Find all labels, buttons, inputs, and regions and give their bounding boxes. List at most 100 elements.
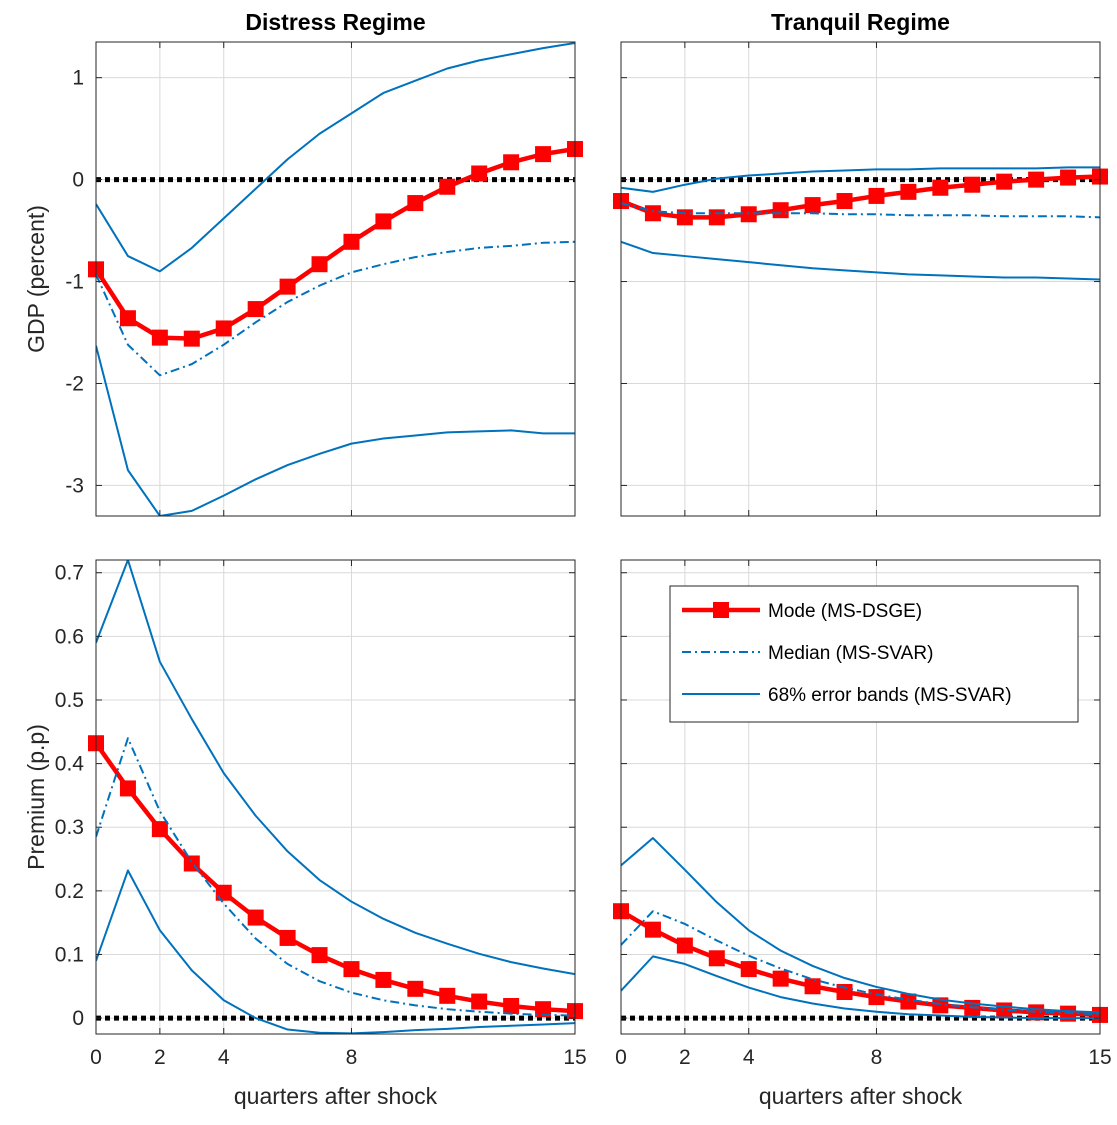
dsge-marker [375,213,392,230]
dsge-marker [644,205,661,222]
dsge-marker [119,780,136,797]
dsge-marker [996,173,1013,190]
dsge-marker [932,179,949,196]
dsge-marker [535,1001,552,1018]
dsge-marker [311,947,328,964]
y-tick-label: 0.5 [55,689,84,712]
legend-label: Mode (MS-DSGE) [768,601,922,622]
dsge-marker [772,202,789,219]
series-band-line [96,869,575,1034]
dsge-marker [1028,171,1045,188]
series-band-line [621,955,1100,1020]
y-tick-label: 0 [72,1007,84,1030]
panel-title: Distress Regime [245,9,425,35]
dsge-marker [503,998,520,1015]
dsge-marker [407,980,424,997]
dsge-marker [279,278,296,295]
legend-marker [713,602,729,618]
y-tick-label: 0.6 [55,625,84,648]
dsge-marker [247,909,264,926]
x-axis-label: quarters after shock [759,1083,963,1109]
dsge-marker [836,984,853,1001]
panel-title: Tranquil Regime [771,9,950,35]
series-dsge-line [621,174,1100,220]
dsge-marker [343,961,360,978]
dsge-marker [407,195,424,212]
dsge-marker [471,165,488,182]
panel-3: 0 0.1 0.2 0.3 0.4 0.5 0.6 0.7 0 2 4 8 15 quarters aft… [23,559,587,1109]
y-tick-label: -3 [65,474,84,497]
series-median-line [96,240,575,377]
dsge-marker [151,821,168,838]
y-tick-label: 0 [72,169,84,192]
dsge-marker [868,989,885,1006]
dsge-marker [119,310,136,327]
y-axis-label: Premium (p.p) [23,724,49,870]
series-band-line [621,240,1100,281]
y-axis-label: GDP (percent) [23,205,49,353]
y-tick-label: -1 [65,271,84,294]
x-tick-label: 0 [615,1046,627,1069]
panel-1: -3 -2 -1 0 1 Distress Regime GDP (percent) [23,9,583,517]
dsge-marker [215,884,232,901]
axes-frame [95,41,576,517]
x-tick-label: 4 [743,1046,755,1069]
dsge-marker [439,178,456,195]
y-tick-label: 0.4 [55,753,85,776]
x-tick-label: 8 [346,1046,358,1069]
dsge-marker [1060,169,1077,186]
legend-label: 68% error bands (MS-SVAR) [768,685,1012,706]
dsge-marker [708,209,725,226]
dsge-marker [900,183,917,200]
panel-2: Tranquil Regime [613,9,1108,517]
dsge-marker [740,206,757,223]
axes-frame [95,559,576,1035]
dsge-marker [708,950,725,967]
x-tick-label: 2 [154,1046,166,1069]
series-band-line [96,560,575,976]
x-tick-label: 8 [871,1046,883,1069]
series-band-line [621,166,1100,193]
axes-frame [620,41,1101,517]
dsge-marker [804,197,821,214]
series-band-line [96,345,575,516]
dsge-marker [868,187,885,204]
dsge-marker [676,209,693,226]
series-median-line [621,910,1100,1016]
y-tick-label: -2 [65,372,84,395]
x-tick-label: 2 [679,1046,691,1069]
legend: Mode (MS-DSGE) Median (MS-SVAR) 68% error … [669,585,1079,723]
dsge-marker [503,154,520,171]
series-median-line [96,737,575,1017]
dsge-marker [900,993,917,1010]
x-tick-label: 15 [563,1046,586,1069]
series-median-line [621,202,1100,219]
dsge-marker [676,937,693,954]
dsge-marker [964,176,981,193]
axes-frame [620,559,1101,1035]
dsge-marker [804,978,821,995]
x-axis-label: quarters after shock [234,1083,438,1109]
series-dsge-line [621,909,1100,1018]
series-band-line [621,837,1100,1014]
series-dsge-line [96,146,575,341]
dsge-marker [279,929,296,946]
dsge-marker [215,320,232,337]
dsge-marker [535,146,552,163]
y-tick-label: 0.2 [55,880,84,903]
dsge-marker [836,193,853,210]
y-tick-label: 0.3 [55,816,84,839]
dsge-marker [183,330,200,347]
x-tick-label: 0 [90,1046,102,1069]
dsge-marker [772,970,789,987]
y-tick-label: 0.1 [55,943,84,966]
dsge-marker [343,233,360,250]
dsge-marker [932,997,949,1014]
dsge-marker [740,961,757,978]
dsge-marker [471,993,488,1010]
dsge-marker [439,987,456,1004]
y-tick-label: 1 [72,67,84,90]
dsge-marker [644,921,661,938]
